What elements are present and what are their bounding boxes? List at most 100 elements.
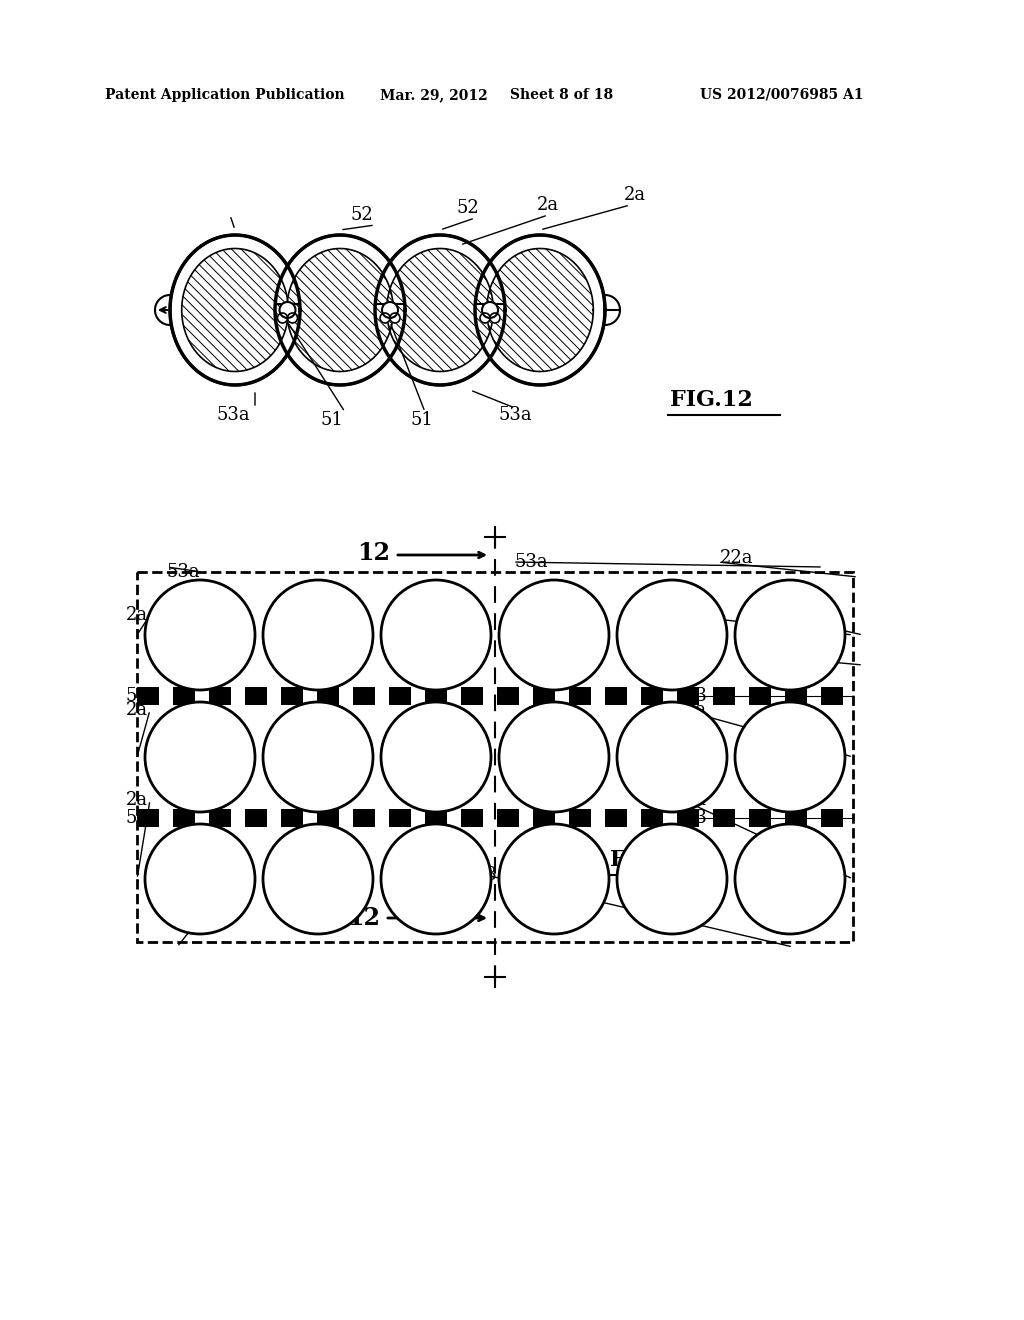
Circle shape [380,313,390,323]
Text: US 2012/0076985 A1: US 2012/0076985 A1 [700,88,863,102]
Circle shape [617,702,727,812]
Bar [317,809,339,828]
Circle shape [381,702,490,812]
Circle shape [490,313,500,323]
Bar [821,686,843,705]
Bar [389,686,411,705]
Bar [281,809,303,828]
Text: 53: 53 [125,686,148,705]
Bar [173,686,195,705]
Bar [677,686,699,705]
Bar [461,686,483,705]
Circle shape [499,824,609,935]
Bar [713,809,735,828]
Text: 53a: 53a [515,553,549,572]
Bar [569,686,591,705]
Circle shape [480,313,490,323]
Text: 52: 52 [457,199,479,216]
Circle shape [145,824,255,935]
Text: FIG.11: FIG.11 [610,849,693,871]
Bar [389,809,411,828]
Circle shape [735,579,845,690]
Circle shape [278,313,288,323]
Circle shape [499,702,609,812]
Bar [209,686,231,705]
Text: 2a: 2a [126,606,148,624]
Bar [534,686,555,705]
Circle shape [288,313,298,323]
Text: 22a: 22a [720,549,754,568]
Text: 50: 50 [755,601,778,619]
Circle shape [382,302,398,318]
Bar [317,686,339,705]
Bar [569,809,591,828]
Circle shape [145,702,255,812]
Bar [137,572,853,942]
Bar [353,809,375,828]
Bar [749,686,771,705]
Circle shape [390,313,400,323]
Text: Sheet 8 of 18: Sheet 8 of 18 [510,88,613,102]
Bar [425,686,447,705]
Bar [209,809,231,828]
Text: 2a: 2a [126,701,148,719]
Text: 2a: 2a [685,701,708,719]
Bar [605,686,627,705]
Text: 51: 51 [411,411,433,429]
Text: 53: 53 [125,809,148,828]
Bar [245,686,267,705]
Bar [245,809,267,828]
Circle shape [617,579,727,690]
Bar [425,809,447,828]
Bar [353,686,375,705]
Circle shape [735,824,845,935]
Bar [497,686,519,705]
Bar [461,809,483,828]
Circle shape [617,824,727,935]
Bar [605,809,627,828]
Circle shape [263,824,373,935]
Text: 2a: 2a [126,791,148,809]
Text: 52: 52 [350,206,374,224]
Text: 2a: 2a [624,186,646,205]
Text: Mar. 29, 2012: Mar. 29, 2012 [380,88,487,102]
Text: 12: 12 [347,906,380,931]
Bar [713,686,735,705]
Bar [173,809,195,828]
Text: FIG.12: FIG.12 [670,389,753,411]
Bar [749,809,771,828]
Circle shape [499,579,609,690]
Bar [497,809,519,828]
Circle shape [482,302,498,318]
Circle shape [381,824,490,935]
Bar [137,686,159,705]
Text: 51: 51 [321,411,343,429]
Text: 2a: 2a [685,606,708,624]
Bar [785,686,807,705]
Text: 2a: 2a [537,195,559,214]
Circle shape [381,579,490,690]
Bar [281,686,303,705]
Text: Patent Application Publication: Patent Application Publication [105,88,345,102]
Text: 53a: 53a [202,866,234,884]
Text: 53: 53 [685,686,708,705]
Circle shape [263,579,373,690]
Bar [641,809,663,828]
Circle shape [263,702,373,812]
Circle shape [735,702,845,812]
Text: 53a: 53a [216,407,250,424]
Circle shape [145,579,255,690]
Text: 12: 12 [357,541,390,565]
Bar [641,686,663,705]
Text: 53a: 53a [166,564,200,581]
Text: 53a: 53a [475,866,509,884]
Bar [785,809,807,828]
Bar [821,809,843,828]
Text: 53a: 53a [499,407,531,424]
Text: 50: 50 [755,645,778,664]
Circle shape [280,302,296,318]
Bar [677,809,699,828]
Text: 53: 53 [685,809,708,828]
Bar [137,809,159,828]
Bar [534,809,555,828]
